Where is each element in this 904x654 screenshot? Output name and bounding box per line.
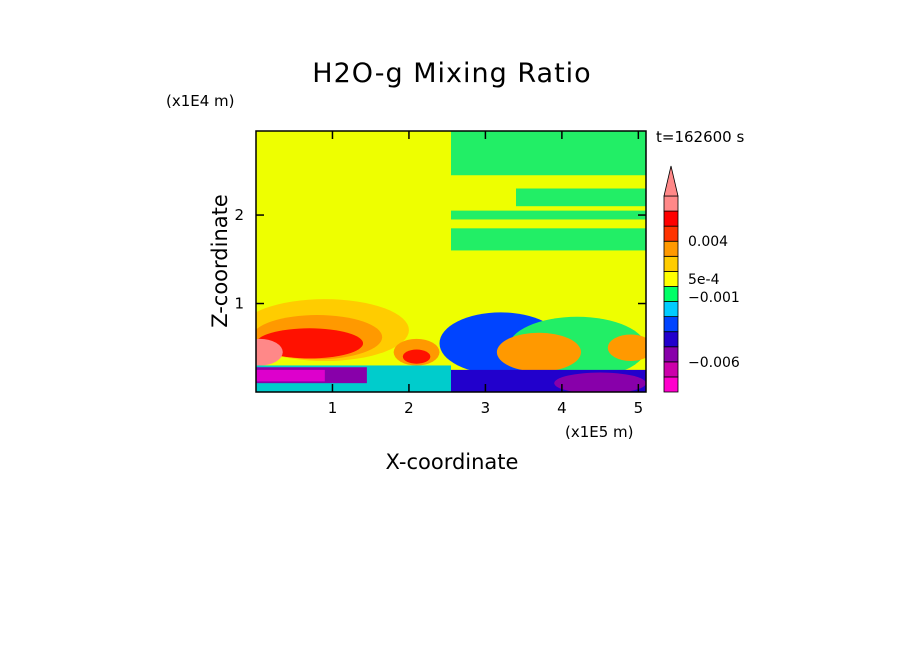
colorbar-level (663, 346, 679, 363)
y-tick-label: 1 (234, 295, 244, 313)
x-tick-label: 5 (634, 399, 644, 417)
contour-fill (256, 131, 646, 392)
colorbar-level (663, 195, 679, 212)
contour-region-19 (554, 372, 646, 392)
contour-region-11 (402, 349, 431, 364)
x-tick-label: 4 (557, 399, 567, 417)
colorbar-level (663, 376, 679, 393)
colorbar-label: −0.001 (688, 290, 740, 306)
colorbar-label: 5e-4 (688, 272, 720, 288)
contour-region-2 (451, 131, 646, 176)
chart-title: H2O-g Mixing Ratio (312, 58, 592, 89)
plot-border (255, 130, 647, 393)
colorbar-level (663, 361, 679, 378)
colorbar-level (663, 286, 679, 302)
contour-region-14 (256, 369, 325, 382)
colorbar-level (663, 331, 679, 348)
colorbar-level (663, 210, 679, 227)
colorbar-level (663, 316, 679, 333)
colorbar-level (663, 225, 679, 242)
contour-region-5 (516, 188, 646, 207)
plot-frame: 1 2 3 4 5 1 2 (234, 130, 647, 417)
y-tick-label: 2 (234, 206, 244, 224)
contour-region-3 (451, 210, 646, 220)
contour-region-20 (607, 334, 646, 362)
colorbar-label: 0.004 (688, 234, 728, 250)
x-tick-label: 3 (481, 399, 491, 417)
y-axis-unit: (x1E4 m) (166, 92, 235, 110)
colorbar-arrow (663, 165, 679, 197)
x-axis-label: X-coordinate (385, 450, 519, 474)
x-tick-label: 1 (328, 399, 338, 417)
colorbar-level (663, 255, 679, 272)
colorbar-label: −0.006 (688, 355, 740, 371)
colorbar-level (663, 270, 679, 287)
contour-region-4 (451, 228, 646, 251)
x-tick-label: 2 (404, 399, 414, 417)
contour-region-8 (256, 328, 364, 359)
colorbar-level (663, 301, 679, 318)
time-label: t=162600 s (656, 128, 745, 146)
contour-region-17 (496, 332, 581, 372)
contour-region-9 (256, 338, 283, 366)
colorbar: 0.004 5e-4 −0.001 −0.006 (663, 165, 740, 393)
colorbar-level (663, 240, 679, 257)
x-axis-unit: (x1E5 m) (565, 423, 634, 441)
